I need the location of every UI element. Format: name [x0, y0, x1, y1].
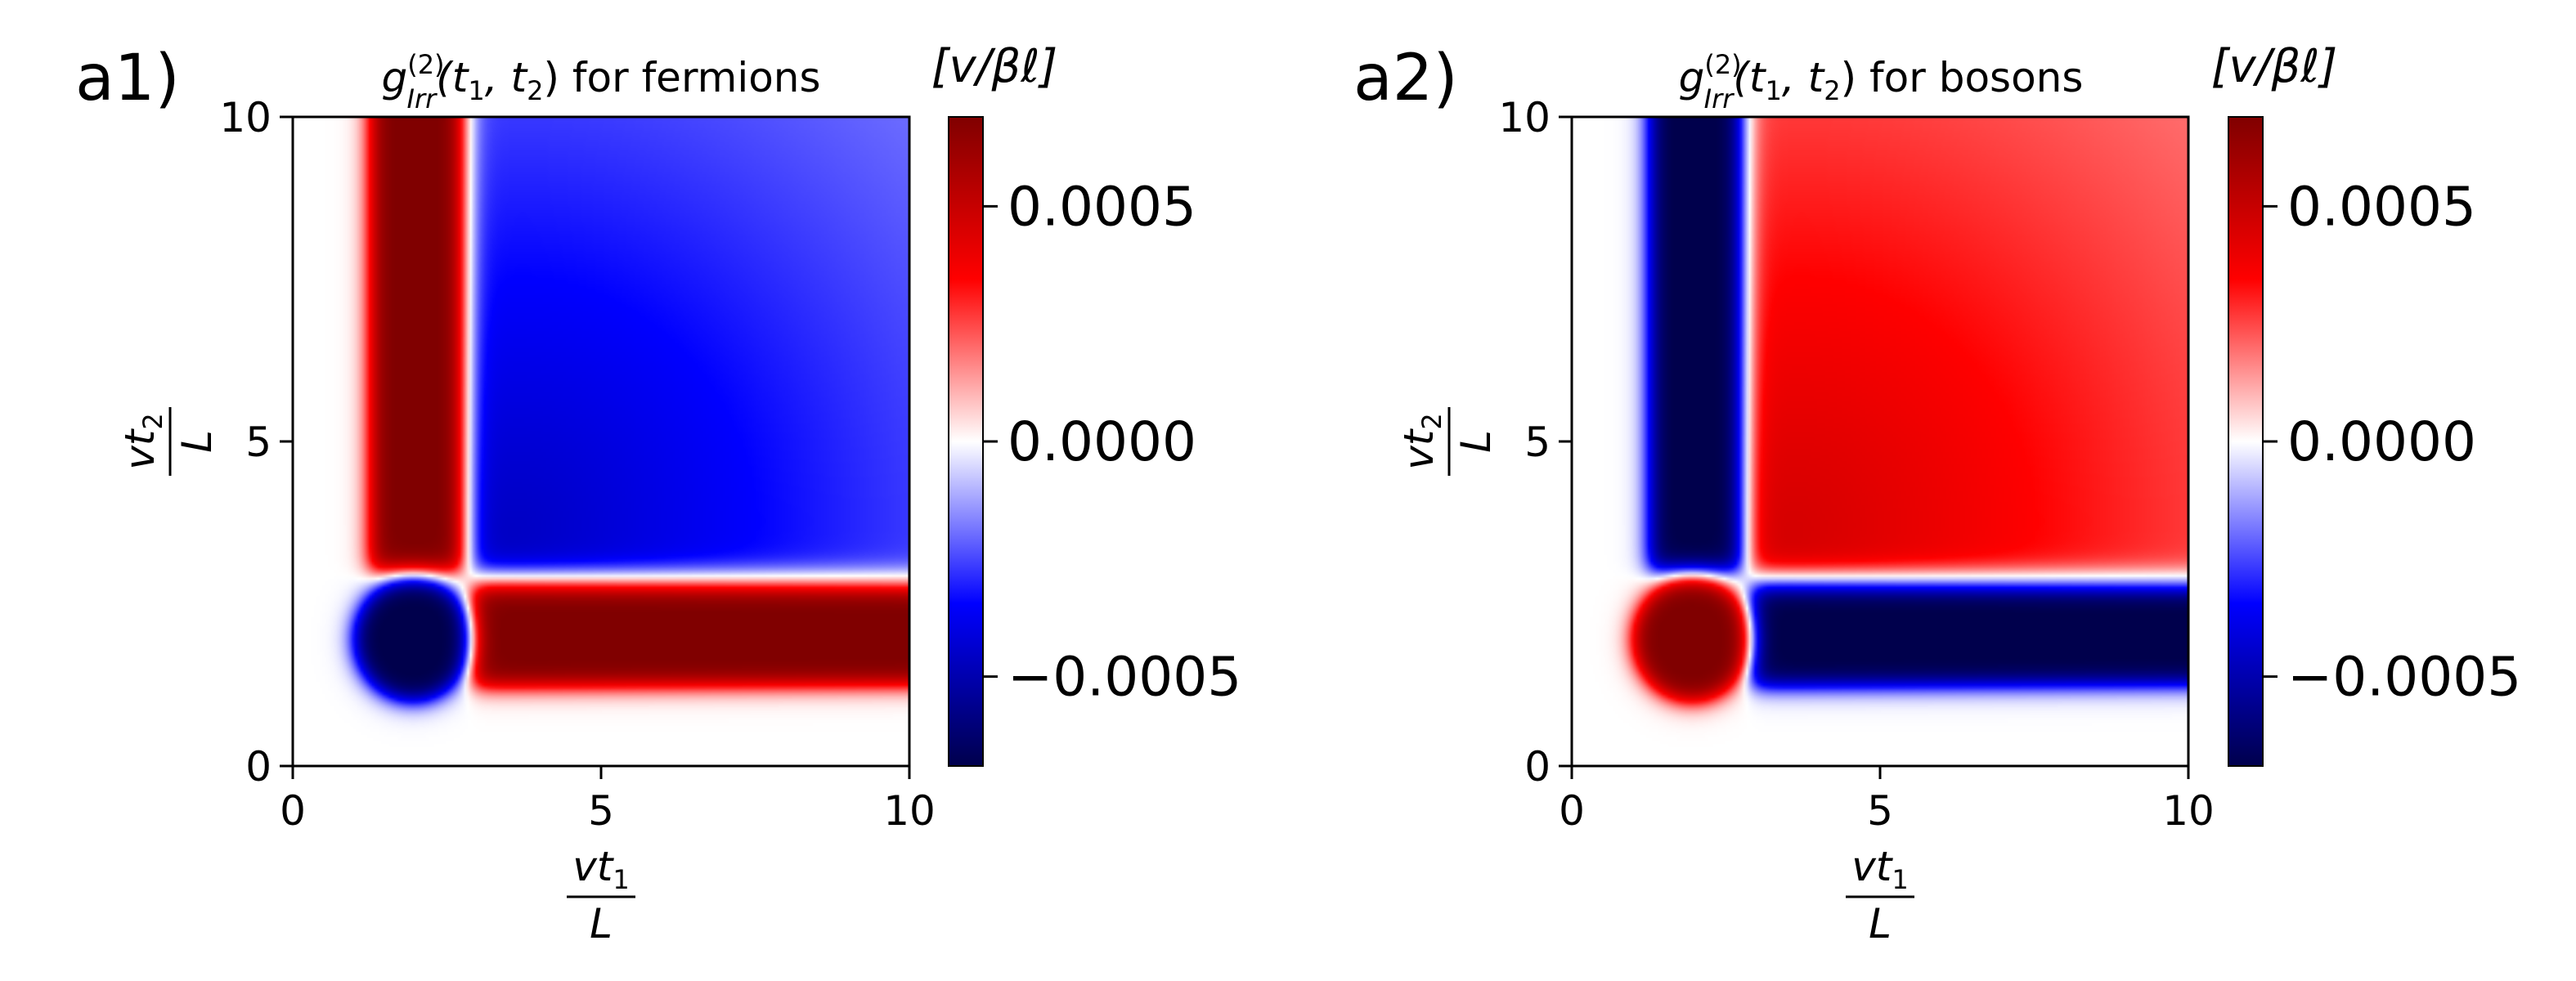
- colorbar-tick-label: −0.0005: [1008, 646, 1241, 709]
- colorbar-unit-label: [v/βℓ]: [2211, 40, 2338, 93]
- y-tick-label: 10: [219, 94, 272, 141]
- colorbar-unit-label: [v/βℓ]: [931, 40, 1058, 93]
- y-axis-label-numerator: vt2: [116, 413, 168, 470]
- heatmap-image: [293, 117, 909, 766]
- panel-label: a1): [75, 42, 180, 115]
- heatmap-panel-fermions: 0 5 10 0 5 10 a1) g(2) Irr(t1, t2) for fermions v…: [75, 40, 1241, 947]
- colorbar-tick-label: 0.0000: [1008, 410, 1196, 473]
- colorbar-tick-label: 0.0000: [2287, 410, 2476, 473]
- x-tick-label: 5: [1867, 787, 1893, 835]
- x-tick-label: 5: [588, 787, 614, 835]
- y-tick-label: 0: [1524, 743, 1551, 791]
- x-tick-label: 10: [883, 787, 936, 835]
- colorbar: [948, 116, 984, 767]
- colorbar-tick-label: 0.0005: [2287, 175, 2476, 238]
- colorbar-tick-label: 0.0005: [1008, 175, 1196, 238]
- colorbar: [2228, 116, 2264, 767]
- x-axis-label-numerator: vt1: [572, 843, 630, 895]
- x-axis-label-numerator: vt1: [1851, 843, 1909, 895]
- y-axis-label-denominator: L: [173, 430, 221, 453]
- panel-label: a2): [1353, 42, 1458, 115]
- chart-title: g(2) Irr(t1, t2) for fermions: [381, 49, 820, 114]
- y-tick-label: 0: [245, 743, 272, 791]
- heatmap-image: [1572, 117, 2188, 766]
- y-tick-label: 5: [245, 419, 272, 466]
- chart-title: g(2) Irr(t1, t2) for bosons: [1679, 49, 2084, 114]
- heatmap-panel-bosons: 0 5 10 0 5 10 a2) g(2) Irr(t1, t2) for bosons vt1…: [1353, 40, 2521, 947]
- y-axis-label-numerator: vt2: [1395, 413, 1447, 470]
- y-tick-label: 10: [1498, 94, 1551, 141]
- x-tick-label: 0: [1559, 787, 1585, 835]
- x-tick-label: 0: [280, 787, 306, 835]
- colorbar-tick-label: −0.0005: [2287, 646, 2521, 709]
- x-tick-label: 10: [2162, 787, 2215, 835]
- x-axis-label-denominator: L: [590, 900, 613, 947]
- y-tick-label: 5: [1524, 419, 1551, 466]
- y-axis-label-denominator: L: [1452, 430, 1500, 453]
- x-axis-label-denominator: L: [1869, 900, 1892, 947]
